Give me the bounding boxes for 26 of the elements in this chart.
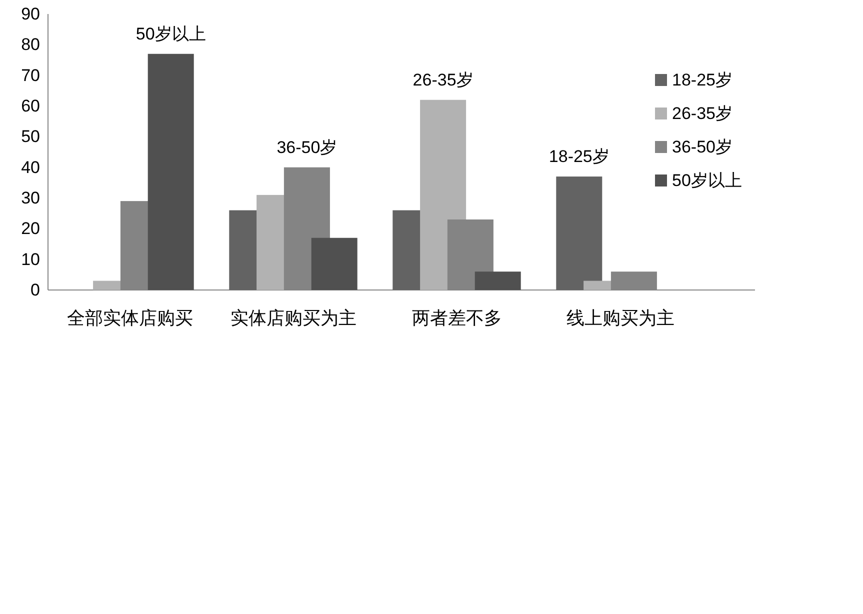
- y-tick-label: 20: [21, 219, 40, 238]
- y-tick-label: 90: [21, 4, 40, 24]
- bar: [474, 272, 521, 290]
- legend-label: 26-35岁: [672, 104, 732, 123]
- y-tick-label: 50: [21, 127, 40, 146]
- y-tick-label: 10: [21, 250, 40, 269]
- y-tick-label: 0: [30, 280, 40, 300]
- y-tick-label: 70: [21, 66, 40, 85]
- y-tick-label: 30: [21, 188, 40, 208]
- bar: [148, 54, 194, 290]
- bar: [311, 238, 358, 290]
- annotation: 26-35岁: [412, 70, 474, 90]
- x-tick-label: 全部实体店购买: [66, 308, 193, 328]
- bar: [556, 176, 602, 290]
- x-tick-label: 实体店购买为主: [230, 308, 356, 328]
- y-tick-label: 80: [21, 35, 40, 54]
- x-tick-label: 两者差不多: [412, 308, 502, 328]
- legend-label: 36-50岁: [672, 138, 732, 156]
- y-tick-label: 60: [21, 96, 40, 116]
- annotation: 36-50岁: [276, 138, 338, 157]
- annotation: 50岁以上: [136, 24, 206, 44]
- x-tick-label: 线上购买为主: [566, 308, 674, 328]
- y-tick-label: 40: [21, 158, 40, 177]
- legend-label: 18-25岁: [672, 70, 732, 90]
- legend-label: 50岁以上: [672, 171, 742, 190]
- annotation: 18-25岁: [548, 147, 610, 166]
